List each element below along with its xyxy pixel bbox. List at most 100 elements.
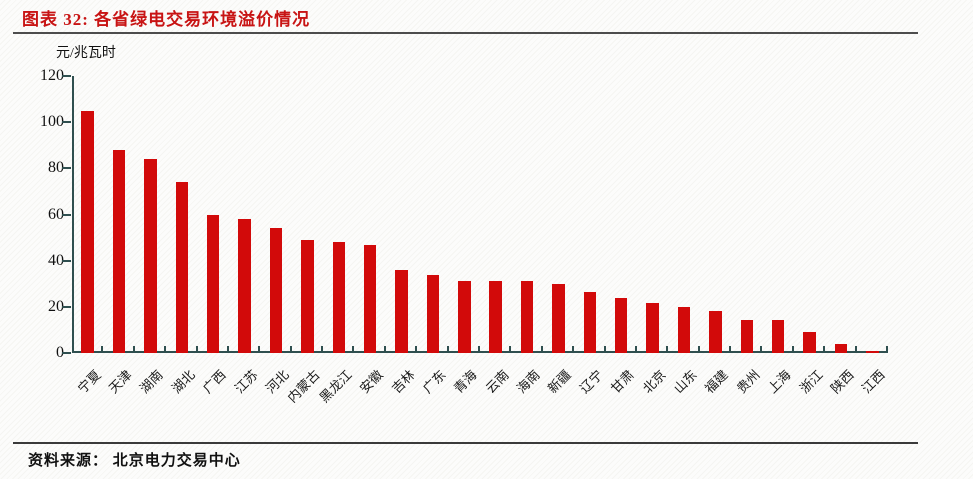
x-axis-category-label: 辽宁 xyxy=(576,367,606,397)
y-axis-tick xyxy=(62,352,71,354)
x-axis-tick xyxy=(540,346,543,353)
y-axis-unit-label: 元/兆瓦时 xyxy=(56,46,116,61)
bar-广西 xyxy=(206,214,220,353)
x-axis-category-label: 内蒙古 xyxy=(284,367,324,406)
bar-云南 xyxy=(489,281,502,353)
x-axis-category-label: 贵州 xyxy=(733,367,763,397)
figure-title: 图表 32: 各省绿电交易环境溢价情况 xyxy=(22,10,311,29)
y-axis-tick-label: 60 xyxy=(48,205,64,223)
x-axis-category-label: 浙江 xyxy=(796,367,826,397)
x-axis-category-label: 广西 xyxy=(199,367,229,397)
x-axis-category-label: 天津 xyxy=(105,367,135,397)
axes-frame xyxy=(72,76,888,353)
bar-海南 xyxy=(520,281,534,353)
bar-黑龙江 xyxy=(332,242,346,353)
x-axis-tick xyxy=(603,346,606,353)
bar-上海 xyxy=(771,319,785,353)
x-axis-category-label: 山东 xyxy=(670,367,700,397)
source-note: 资料来源： 北京电力交易中心 xyxy=(28,453,241,469)
y-axis-tick xyxy=(62,167,71,170)
x-axis-tick xyxy=(289,346,292,353)
x-axis-tick xyxy=(352,346,355,353)
x-axis-tick xyxy=(258,346,261,353)
x-axis-tick xyxy=(101,346,104,353)
x-axis-tick xyxy=(164,346,167,353)
y-axis-tick xyxy=(62,259,71,262)
bar-chart-plot-area xyxy=(62,75,888,354)
y-axis-tick xyxy=(62,213,71,216)
y-axis-tick xyxy=(62,121,71,124)
bar-辽宁 xyxy=(583,291,597,353)
x-axis-category-label: 安徽 xyxy=(356,367,386,397)
y-axis-tick xyxy=(62,305,71,308)
x-axis-tick xyxy=(666,346,669,353)
x-axis-tick xyxy=(478,346,480,353)
bar-甘肃 xyxy=(614,297,628,353)
bar-宁夏 xyxy=(81,110,94,353)
x-axis-category-label: 甘肃 xyxy=(607,367,637,397)
bar-陕西 xyxy=(834,343,848,353)
x-axis-category-label: 广东 xyxy=(419,367,449,397)
x-axis-tick xyxy=(697,346,700,353)
x-axis-tick xyxy=(854,346,857,353)
x-axis-tick xyxy=(886,346,888,353)
bar-浙江 xyxy=(803,332,816,353)
x-axis-tick xyxy=(823,346,826,353)
bar-山东 xyxy=(677,306,691,353)
x-axis-tick xyxy=(226,346,229,353)
bar-湖南 xyxy=(144,159,157,353)
x-axis-tick xyxy=(415,346,418,353)
x-axis-tick xyxy=(791,346,794,353)
bar-湖北 xyxy=(175,182,189,353)
x-axis-tick xyxy=(195,346,198,353)
y-axis-tick-label: 0 xyxy=(56,344,64,361)
y-axis-tick-label: 20 xyxy=(48,297,64,315)
bar-新疆 xyxy=(552,283,565,353)
x-axis-category-labels: 宁夏 天津 湖南 湖北 广西 江苏 河北 内蒙古 黑龙江 安徽 吉林 广东 青海 云南 海南 新疆 辽宁 甘肃 北京… xyxy=(72,359,888,437)
bar-天津 xyxy=(112,149,126,353)
bar-河北 xyxy=(269,228,283,353)
x-axis-tick xyxy=(383,346,386,353)
x-axis-tick xyxy=(729,346,732,353)
x-axis-tick xyxy=(446,346,449,353)
y-axis-tick-label: 120 xyxy=(40,67,64,84)
bar-安徽 xyxy=(363,244,377,353)
x-axis-tick xyxy=(509,346,512,353)
bar-江苏 xyxy=(238,219,251,353)
x-axis-category-label: 吉林 xyxy=(388,367,418,397)
bar-内蒙古 xyxy=(301,239,314,353)
bar-北京 xyxy=(646,303,659,353)
x-axis-category-label: 陕西 xyxy=(827,367,857,397)
y-axis-tick-label: 40 xyxy=(48,251,64,269)
footer-divider xyxy=(13,442,918,444)
x-axis-tick xyxy=(572,346,575,353)
x-axis-category-label: 湖南 xyxy=(137,367,167,397)
bar-广东 xyxy=(426,274,440,353)
y-axis-tick-label: 80 xyxy=(48,159,64,177)
y-axis-tick-labels: 0 20 40 60 80 100 120 xyxy=(0,67,64,361)
y-axis-tick-label: 100 xyxy=(40,113,64,131)
bar-青海 xyxy=(458,281,471,353)
x-axis-tick xyxy=(132,346,135,353)
x-axis-category-label: 湖北 xyxy=(168,367,198,397)
x-axis-category-label: 宁夏 xyxy=(74,367,104,397)
x-axis-category-label: 福建 xyxy=(702,367,732,397)
y-axis-tick xyxy=(62,75,71,77)
x-axis-category-label: 青海 xyxy=(451,367,481,397)
x-axis-category-label: 北京 xyxy=(639,367,669,397)
x-axis-category-label: 黑龙江 xyxy=(316,367,355,406)
x-axis-category-label: 江苏 xyxy=(231,367,261,397)
x-axis-category-label: 云南 xyxy=(482,367,512,397)
x-axis-category-label: 海南 xyxy=(513,367,543,397)
title-divider xyxy=(13,32,918,34)
x-axis-category-label: 江西 xyxy=(859,367,889,397)
bar-福建 xyxy=(709,311,722,353)
x-axis-tick xyxy=(760,346,763,353)
x-axis-tick xyxy=(634,346,637,353)
x-axis-category-label: 新疆 xyxy=(545,367,575,397)
bar-江西 xyxy=(866,350,879,353)
x-axis-tick xyxy=(321,346,324,353)
x-axis-category-label: 上海 xyxy=(764,367,794,397)
bar-吉林 xyxy=(395,269,408,353)
